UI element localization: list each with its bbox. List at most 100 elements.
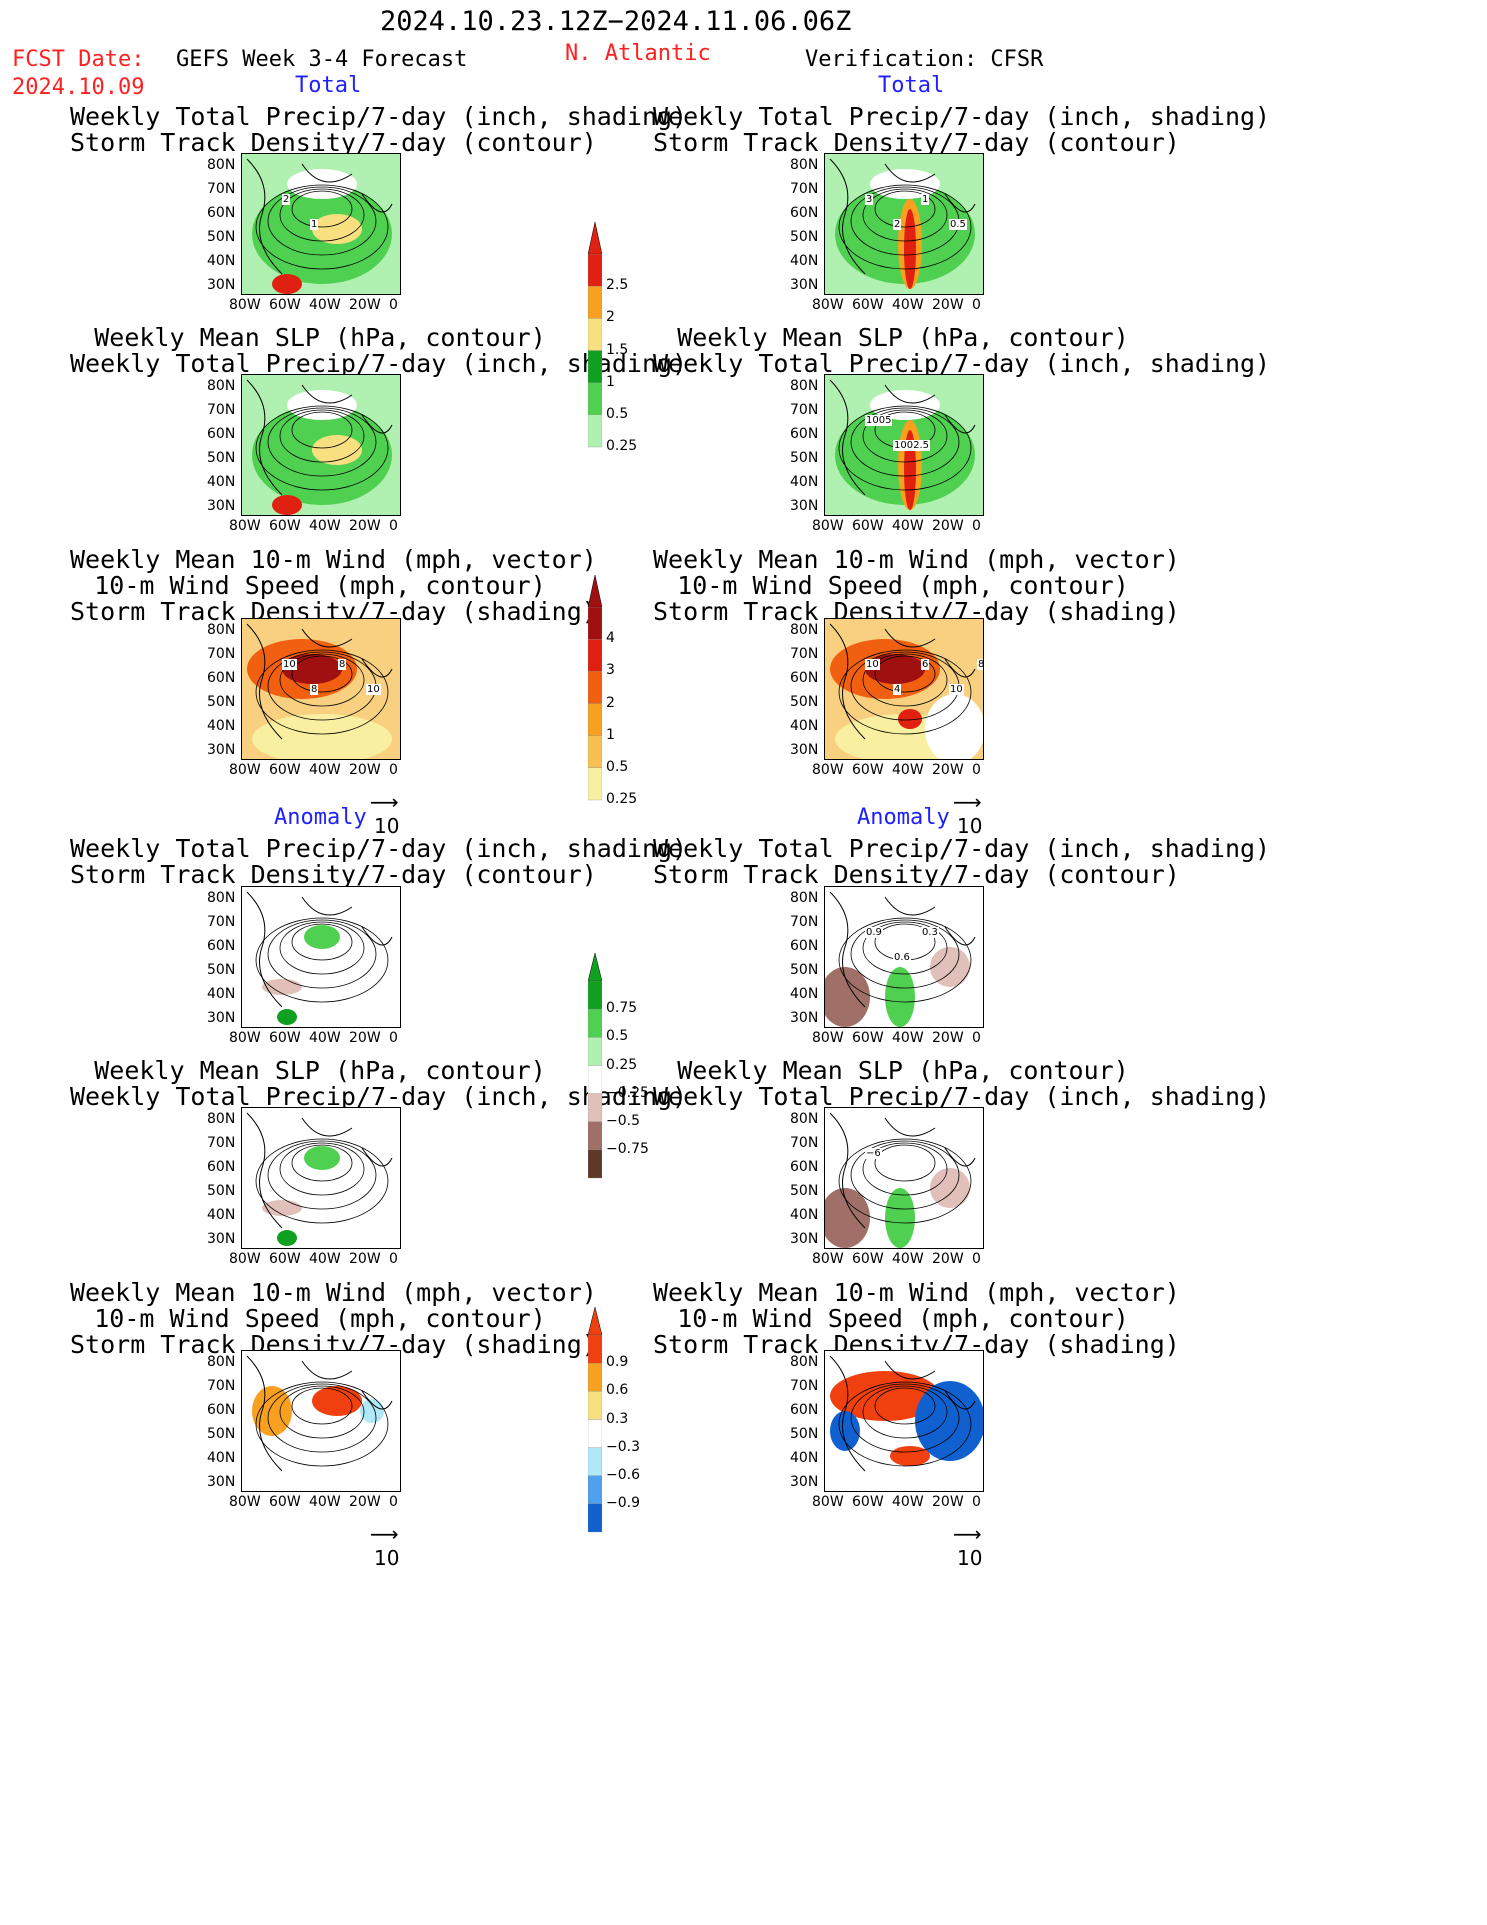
coastline (829, 158, 976, 275)
shading-blob (304, 925, 340, 949)
lat-tick-label: 70N (207, 402, 236, 418)
contour-label: 0.6 (893, 952, 911, 963)
section-anomaly-right: Anomaly (857, 805, 950, 830)
lat-tick-label: 80N (790, 378, 819, 394)
lon-tick-label: 0 (972, 1251, 981, 1267)
vector-reference-right-2: ⟶ 10 (953, 1522, 983, 1570)
contour-line (838, 917, 972, 1003)
colorbar-label: −0.5 (606, 1112, 640, 1129)
lat-tick-label: 40N (790, 986, 819, 1002)
colorbar-cap (588, 575, 602, 608)
contour-line (862, 188, 948, 242)
lon-tick-label: 60W (269, 297, 301, 313)
lon-tick-label: 20W (932, 1251, 964, 1267)
lat-tick-label: 50N (207, 229, 236, 245)
lon-tick-label: 20W (349, 297, 381, 313)
lat-tick-label: 40N (790, 253, 819, 269)
shading-blob (252, 714, 392, 759)
colorbar-swatch (588, 1503, 602, 1533)
panel-title-slp-precip: Weekly Mean SLP (hPa, contour) Weekly Tot… (70, 1056, 688, 1111)
lat-tick-label: 50N (790, 1426, 819, 1442)
colorbar-swatch (588, 1065, 602, 1094)
contour-line (850, 1140, 960, 1210)
lat-tick-label: 80N (790, 890, 819, 906)
colorbar-label: 1 (606, 726, 615, 743)
colorbar-swatch (588, 1009, 602, 1038)
contour-line (255, 184, 389, 270)
lon-tick-label: 60W (852, 1251, 884, 1267)
lon-tick-label: 20W (932, 297, 964, 313)
contour-label: 1005 (865, 415, 893, 426)
section-total-right: Total (878, 73, 945, 98)
lat-tick-label: 30N (790, 1010, 819, 1026)
fcst-date-value: 2024.10.09 (12, 75, 145, 100)
colorbar-label: 0.75 (606, 1000, 638, 1017)
shading-blob (825, 1188, 870, 1248)
contour-line (279, 188, 365, 242)
lon-tick-label: 80W (229, 1494, 261, 1510)
lat-tick-label: 70N (207, 1135, 236, 1151)
coastline (829, 1112, 976, 1229)
shading-blob (312, 435, 362, 465)
contour-label: 6 (921, 659, 930, 670)
colorbar-swatch (588, 1363, 602, 1392)
colorbar-label: 4 (606, 630, 615, 647)
coastline (246, 379, 393, 496)
contour-line (279, 1142, 365, 1196)
map-panel-r5: −6 (824, 1107, 984, 1249)
coastline (829, 1355, 976, 1472)
lon-tick-label: 80W (229, 1030, 261, 1046)
contour-line (862, 409, 948, 463)
map-panel-r6 (824, 1350, 984, 1492)
panel-title-wind-storm: Weekly Mean 10-m Wind (mph, vector) 10-m … (653, 1278, 1180, 1359)
lat-tick-label: 40N (207, 718, 236, 734)
coastline (246, 891, 393, 1008)
map-field (825, 375, 983, 515)
map-panel-r2: 1005 1002.5 (824, 374, 984, 516)
vector-reference-left-1: ⟶ 10 (370, 790, 400, 838)
map-field (242, 1351, 400, 1491)
contour-label: 0.9 (865, 927, 883, 938)
lat-tick-label: 30N (207, 742, 236, 758)
colorbar-swatch (588, 382, 602, 416)
colorbar-label: 1.5 (606, 341, 629, 358)
contour-line (850, 407, 960, 477)
colorbar-swatch (588, 1121, 602, 1151)
colorbar-label: −0.75 (606, 1140, 649, 1157)
contour-line (267, 919, 377, 989)
panel-title-precip-storm: Weekly Total Precip/7-day (inch, shading… (70, 834, 688, 889)
lat-tick-label: 30N (790, 277, 819, 293)
lon-tick-label: 60W (269, 1494, 301, 1510)
vector-reference-left-2: ⟶ 10 (370, 1522, 400, 1570)
contour-line (255, 405, 389, 491)
arrow-icon: ⟶ (953, 790, 982, 814)
lon-tick-label: 60W (269, 1030, 301, 1046)
section-total-left: Total (295, 73, 362, 98)
colorbar-label: 0.3 (606, 1410, 629, 1427)
lat-tick-label: 60N (790, 1402, 819, 1418)
lon-tick-label: 80W (229, 762, 261, 778)
lon-tick-label: 20W (932, 518, 964, 534)
contour-line (838, 1138, 972, 1224)
map-panel-r1: 3 2 1 0.5 (824, 153, 984, 295)
coastline (829, 379, 976, 496)
lat-tick-label: 60N (207, 205, 236, 221)
colorbar-swatch (588, 980, 602, 1010)
lat-tick-label: 80N (790, 1354, 819, 1370)
panel-title-precip-storm: Weekly Total Precip/7-day (inch, shading… (70, 102, 688, 157)
panel-title-precip-storm: Weekly Total Precip/7-day (inch, shading… (653, 102, 1271, 157)
contour-line (267, 186, 377, 256)
map-panel-l6 (241, 1350, 401, 1492)
panel-title-wind-storm: Weekly Mean 10-m Wind (mph, vector) 10-m … (70, 545, 597, 626)
lat-tick-label: 30N (207, 277, 236, 293)
lat-tick-label: 50N (790, 962, 819, 978)
map-field (242, 375, 400, 515)
lon-tick-label: 80W (812, 1030, 844, 1046)
contour-line (255, 1381, 389, 1467)
colorbar-label: 1 (606, 373, 615, 390)
shading-blob (870, 169, 940, 199)
colorbar-precip_anom (588, 953, 602, 1179)
lat-tick-label: 40N (207, 1207, 236, 1223)
lat-tick-label: 80N (207, 1111, 236, 1127)
colorbar-label: −0.9 (606, 1494, 640, 1511)
